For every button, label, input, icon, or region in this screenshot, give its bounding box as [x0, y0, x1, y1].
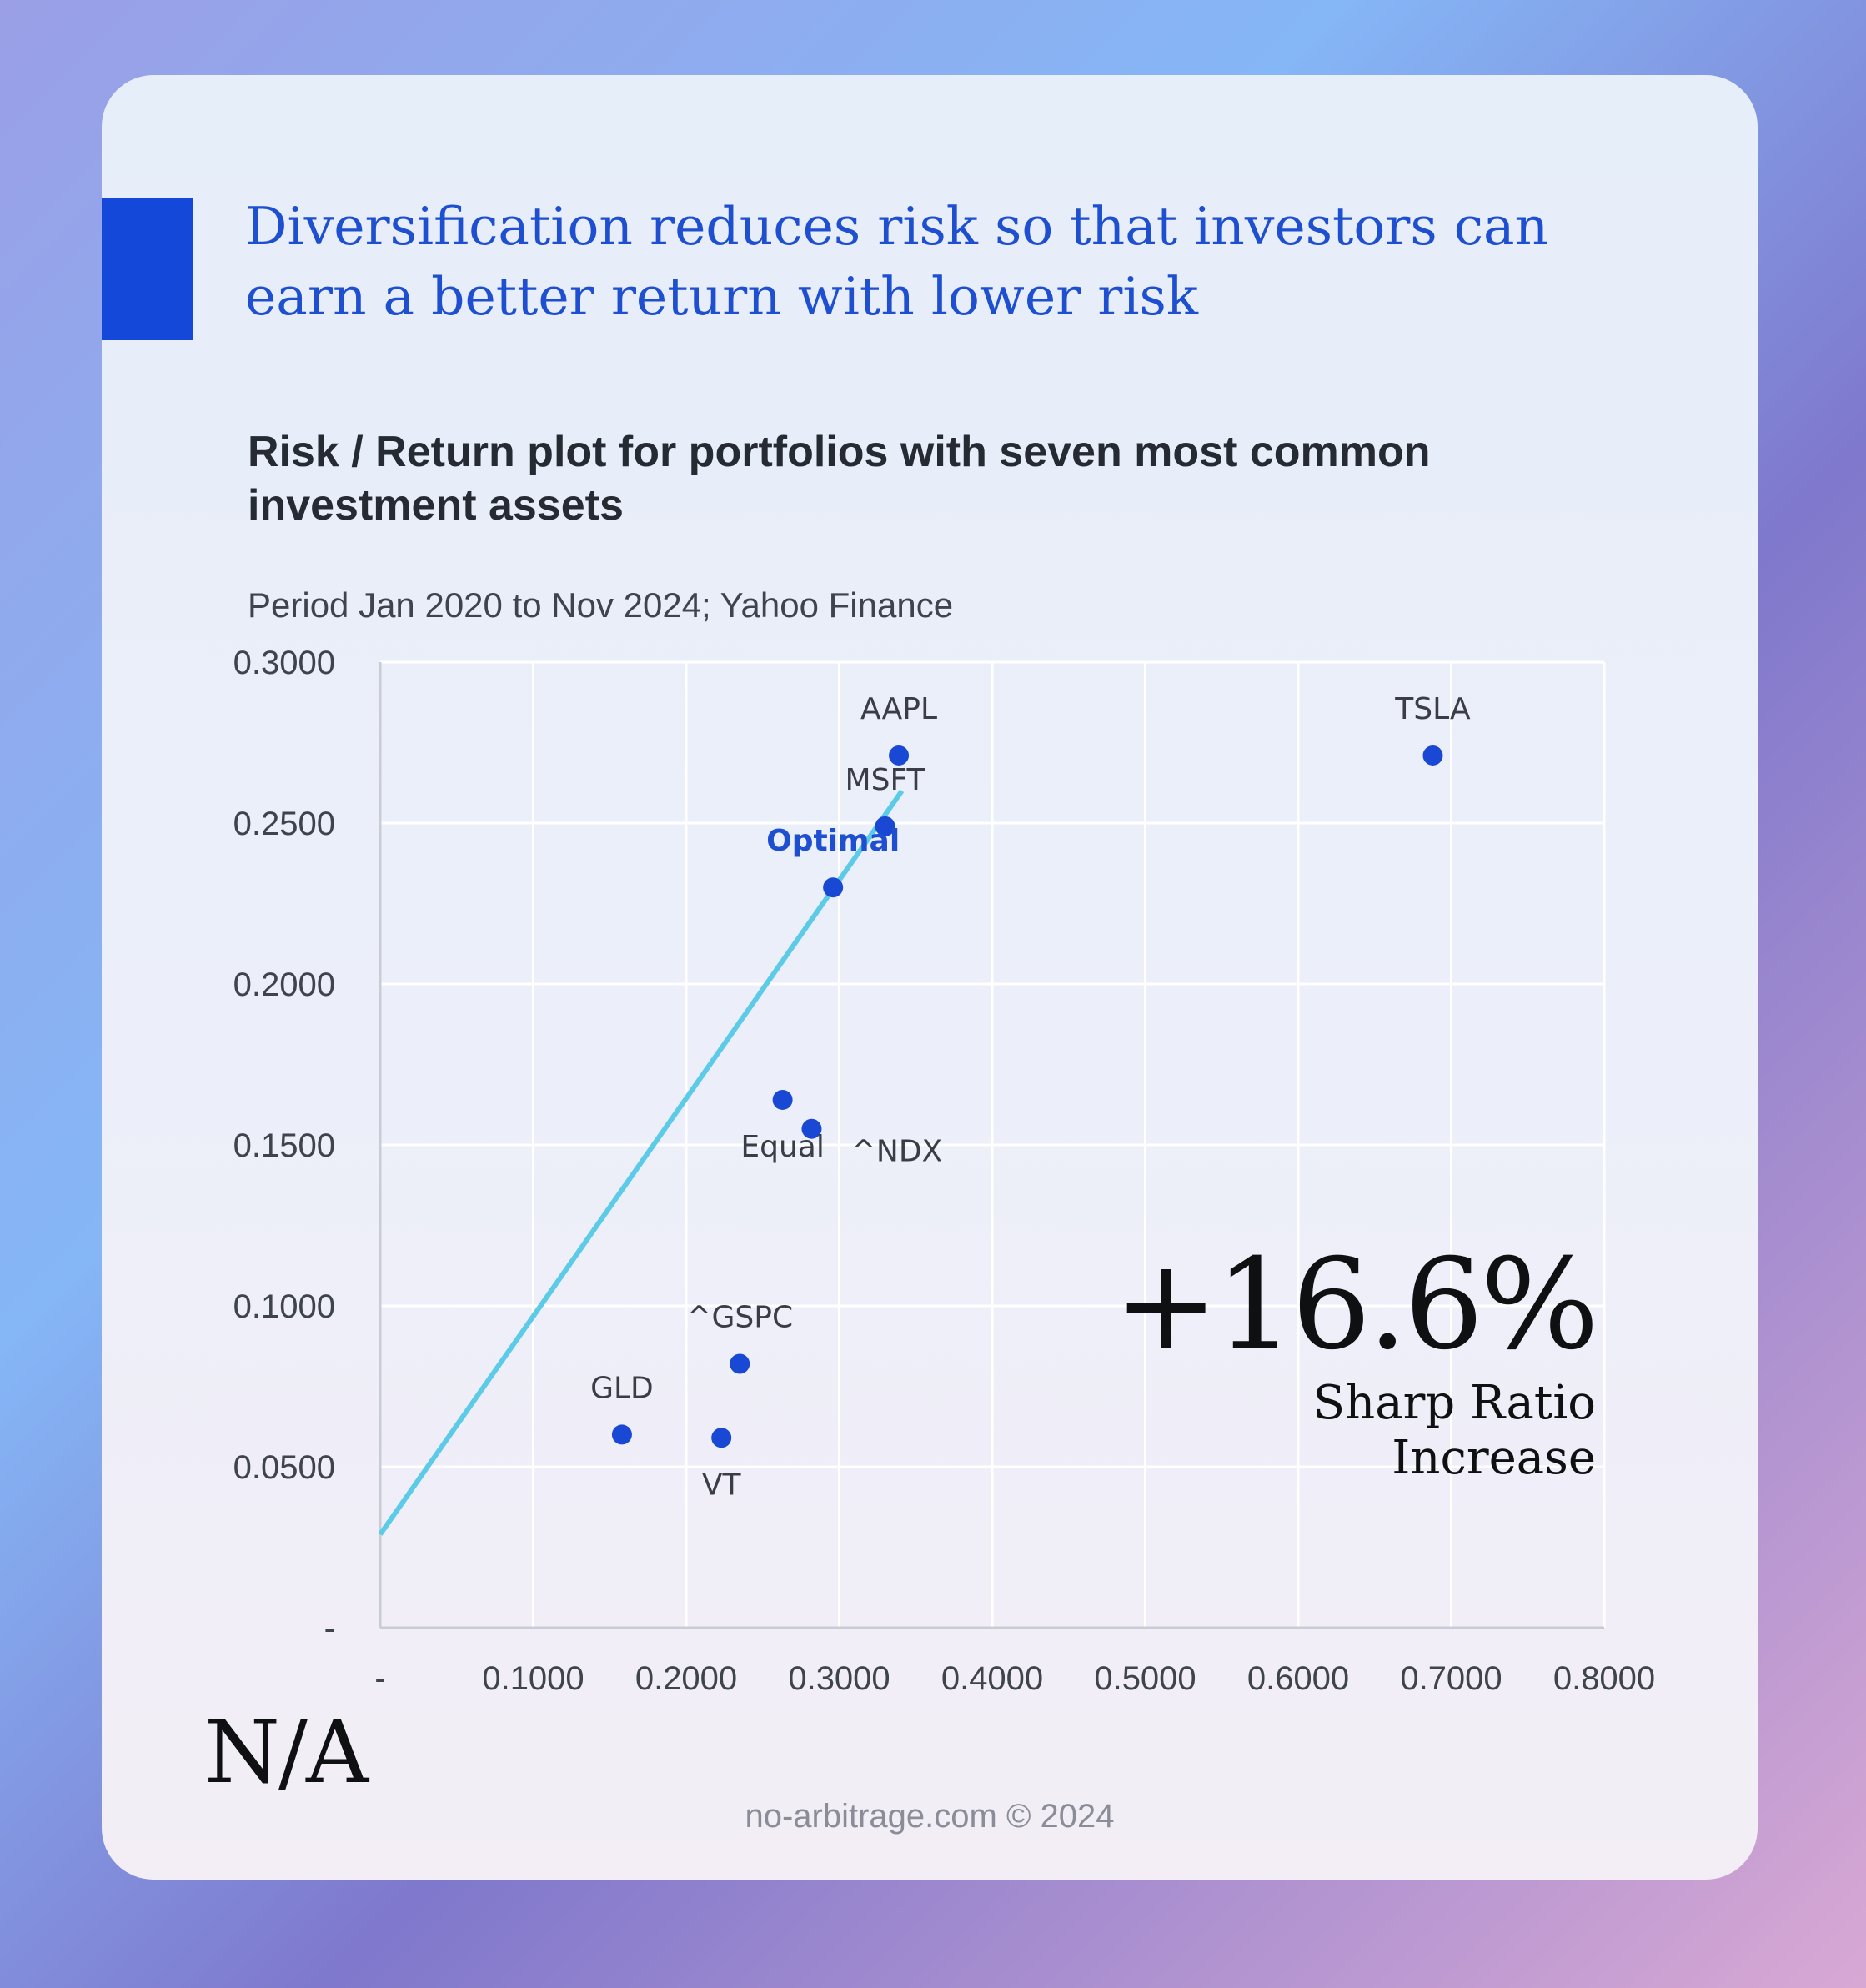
data-point-ndx: [801, 1118, 822, 1139]
x-tick-label: 0.2000: [635, 1660, 737, 1697]
data-point-equal: [772, 1089, 793, 1110]
y-tick-label: 0.0500: [233, 1449, 335, 1486]
y-tick-label: 0.2500: [233, 806, 335, 842]
data-point-gld: [611, 1424, 632, 1445]
data-point-vt: [711, 1428, 732, 1448]
data-point-optimal: [823, 877, 844, 898]
point-label-gspc: ^GSPC: [686, 1300, 793, 1334]
point-label-tsla: TSLA: [1394, 692, 1471, 726]
point-label-msft: MSFT: [845, 763, 926, 797]
data-point-tsla: [1422, 745, 1443, 766]
brand-logo: N/A: [204, 1701, 369, 1803]
y-tick-label: 0.1000: [233, 1288, 335, 1325]
footer-credit: no-arbitrage.com © 2024: [745, 1798, 1115, 1835]
data-point-gspc: [730, 1353, 750, 1374]
data-point-aapl: [889, 745, 910, 766]
headline: Diversification reduces risk so that inv…: [245, 196, 1549, 327]
sharpe-stat: +16.6% Sharp Ratio Increase: [1113, 1232, 1599, 1486]
x-tick-label: -: [374, 1660, 385, 1697]
point-label-optimal: Optimal: [766, 824, 900, 858]
point-label-vt: VT: [702, 1468, 742, 1502]
x-tick-label: 0.4000: [941, 1660, 1043, 1697]
x-tick-label: 0.5000: [1094, 1660, 1196, 1697]
chart-title: Risk / Return plot for portfolios with s…: [248, 428, 1431, 530]
x-tick-label: 0.3000: [788, 1660, 890, 1697]
point-label-equal: Equal: [740, 1130, 824, 1164]
chart-subtitle: Period Jan 2020 to Nov 2024; Yahoo Finan…: [248, 585, 954, 625]
sharpe-increase-value: +16.6%: [1113, 1232, 1599, 1378]
y-tick-label: 0.1500: [233, 1127, 335, 1164]
point-label-gld: GLD: [590, 1371, 654, 1405]
y-tick-label: -: [324, 1610, 335, 1647]
point-label-aapl: AAPL: [860, 692, 937, 726]
x-tick-label: 0.7000: [1400, 1660, 1502, 1697]
x-tick-label: 0.1000: [482, 1660, 584, 1697]
sharpe-label-line1: Sharp Ratio: [1312, 1376, 1596, 1430]
x-tick-label: 0.6000: [1247, 1660, 1349, 1697]
capital-market-line: [378, 789, 905, 1536]
y-tick-label: 0.2000: [233, 966, 335, 1003]
y-tick-label: 0.3000: [233, 645, 335, 681]
sharpe-label-line2: Increase: [1392, 1431, 1596, 1485]
x-tick-label: 0.8000: [1553, 1660, 1655, 1697]
point-label-ndx: ^NDX: [851, 1135, 942, 1169]
accent-bar: [102, 198, 193, 340]
infographic-card: Diversification reduces risk so that inv…: [102, 75, 1758, 1880]
data-point-msft: [875, 816, 895, 836]
risk-return-scatter-plot: - 0.1000 0.2000 0.3000 0.4000 0.5000 0.6000 0.7…: [233, 645, 1656, 1697]
